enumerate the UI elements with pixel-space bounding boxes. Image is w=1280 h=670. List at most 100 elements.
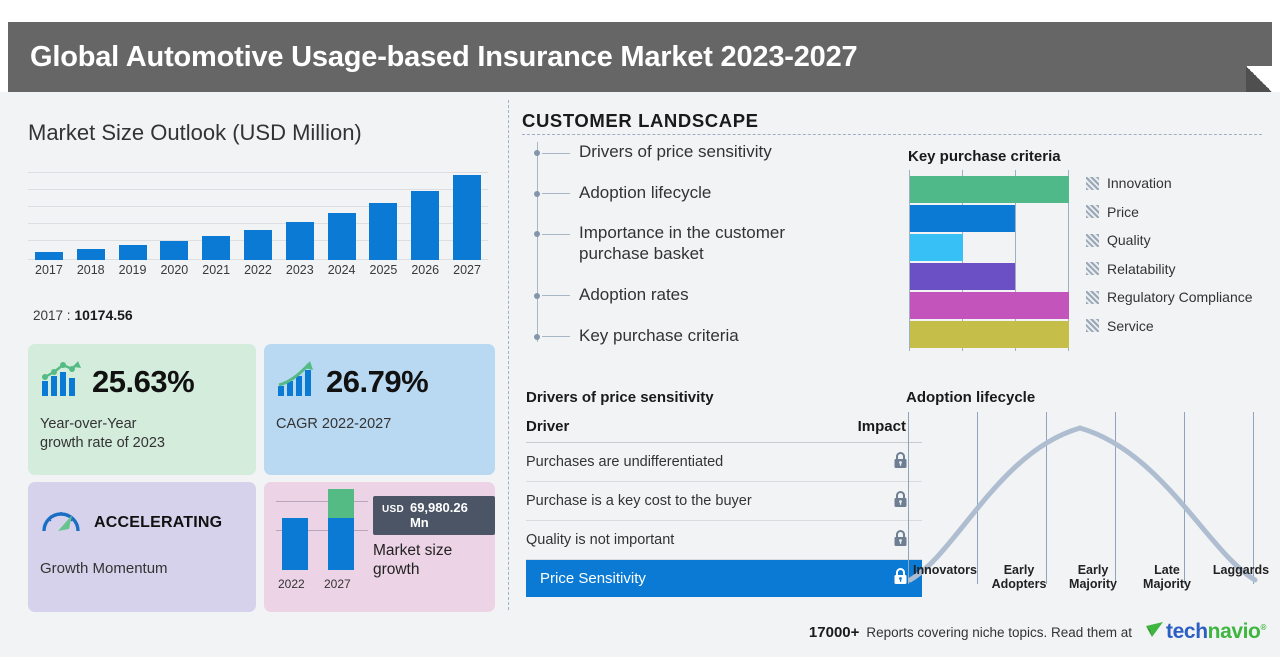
base-year-label: 2017 : xyxy=(33,308,71,323)
base-year-number: 10174.56 xyxy=(74,307,133,323)
bar-slot xyxy=(404,172,446,260)
stage-label: Innovators xyxy=(913,563,977,577)
bar-slot xyxy=(279,172,321,260)
key-purchase-criteria-legend: Innovation Price Quality Relatability Re… xyxy=(1086,175,1253,334)
stage-label: Late Majority xyxy=(1143,563,1191,592)
report-count: 17000+ xyxy=(808,623,860,641)
key-purchase-criteria-title: Key purchase criteria xyxy=(908,148,1061,165)
list-item[interactable]: Key purchase criteria xyxy=(534,326,887,347)
bar-slot xyxy=(112,172,154,260)
bar-slot xyxy=(446,172,488,260)
bullet-dot-icon xyxy=(534,333,540,340)
customer-landscape-list: Drivers of price sensitivity Adoption li… xyxy=(534,142,887,366)
legend-label: Price xyxy=(1107,203,1139,220)
market-size-title: Market Size Outlook (USD Million) xyxy=(28,120,362,145)
list-item[interactable]: Drivers of price sensitivity xyxy=(534,142,887,163)
msg-caption: Market size growth xyxy=(373,542,495,580)
x-tick: 2026 xyxy=(411,263,440,277)
hatch-swatch-icon xyxy=(1086,319,1099,332)
x-tick: 2017 xyxy=(35,263,63,277)
footer-bar: 17000+ Reports covering niche topics. Re… xyxy=(0,612,1280,657)
legend-label: Quality xyxy=(1107,232,1151,248)
bar-slot xyxy=(195,172,237,260)
bar-2024 xyxy=(327,213,356,260)
technavio-logo[interactable]: technavio® xyxy=(1145,620,1266,644)
x-tick: 2018 xyxy=(76,263,105,277)
x-tick: 2027 xyxy=(453,263,481,277)
hatch-swatch-icon xyxy=(1086,290,1099,304)
kpi-yoy-line2: growth rate of 2023 xyxy=(40,434,165,451)
column-header-impact: Impact xyxy=(857,418,906,435)
market-size-x-axis: 2017 2018 2019 2020 2021 2022 2023 2024 … xyxy=(28,263,488,277)
msg-bar-2022 xyxy=(282,518,308,570)
connector-line-icon xyxy=(542,152,570,154)
hatch-swatch-icon xyxy=(1086,262,1099,275)
kpc-bar-service xyxy=(910,321,1069,348)
adoption-lifecycle-chart xyxy=(908,412,1278,612)
bar-slot xyxy=(28,172,70,260)
cl-item-label: Adoption rates xyxy=(579,284,689,304)
kpi-momentum-caption: Growth Momentum xyxy=(40,560,168,577)
bar-slot xyxy=(363,172,405,260)
legend-label: Innovation xyxy=(1107,175,1172,191)
cl-item-label: Drivers of price sensitivity xyxy=(579,142,772,161)
x-tick: 2021 xyxy=(202,263,231,277)
list-item[interactable]: Importance in the customer purchase bask… xyxy=(534,223,887,264)
market-size-bar-chart xyxy=(28,172,488,260)
driver-label: Purchases are undifferentiated xyxy=(526,454,724,470)
legend-item: Price xyxy=(1086,204,1253,220)
kpi-cagr-value: 26.79% xyxy=(326,363,429,399)
kpi-momentum-label: ACCELERATING xyxy=(94,513,223,531)
legend-label: Relatability xyxy=(1107,260,1176,277)
kpc-bar-quality xyxy=(910,234,963,261)
x-tick: 2025 xyxy=(369,263,398,277)
table-row[interactable]: Quality is not important xyxy=(526,521,922,560)
list-item[interactable]: Adoption rates xyxy=(534,284,887,306)
bar-2025 xyxy=(369,203,398,260)
kpi-yoy-line1: Year-over-Year xyxy=(40,416,137,432)
bar-2027 xyxy=(453,175,482,260)
stage-label: Early Adopters xyxy=(991,563,1047,592)
legend-item: Regulatory Compliance xyxy=(1086,289,1253,305)
bar-2018 xyxy=(76,249,105,260)
table-row[interactable]: Purchases are undifferentiated xyxy=(526,443,922,482)
stage-label: Early Majority xyxy=(1069,563,1117,592)
kpi-card-yoy: 25.63% Year-over-Year growth rate of 202… xyxy=(28,344,256,475)
driver-label: Purchase is a key cost to the buyer xyxy=(526,493,752,509)
kpc-bar-relatability xyxy=(910,263,1015,290)
msg-x-2027: 2027 xyxy=(324,577,351,591)
list-item[interactable]: Adoption lifecycle xyxy=(534,183,887,204)
adoption-lifecycle-x-axis: Innovators Early Adopters Early Majority… xyxy=(908,563,1278,592)
vertical-divider xyxy=(508,100,509,615)
trademark-icon: ® xyxy=(1260,623,1267,632)
base-year-value: 2017 : 10174.56 xyxy=(33,307,133,323)
adoption-lifecycle-title: Adoption lifecycle xyxy=(906,389,1036,406)
column-header-driver: Driver xyxy=(526,418,570,435)
bullet-dot-icon xyxy=(534,292,540,299)
kpc-bar-price xyxy=(910,205,1015,232)
kpi-card-market-size-growth: 2022 2027 USD 69,980.26 Mn Market size g… xyxy=(264,482,495,612)
logo-tech: tech xyxy=(1166,620,1208,643)
kpi-yoy-value: 25.63% xyxy=(92,363,195,399)
lock-icon xyxy=(893,567,908,590)
table-header-row: Driver Impact xyxy=(526,418,922,443)
usd-currency-label: USD xyxy=(381,504,404,515)
bar-chart-trend-icon xyxy=(40,360,82,403)
msg-x-2022: 2022 xyxy=(278,577,305,591)
hatch-swatch-icon xyxy=(1086,176,1099,190)
usd-value-badge: USD 69,980.26 Mn xyxy=(372,496,495,535)
legend-item: Innovation xyxy=(1086,175,1253,191)
bar-slot xyxy=(70,172,112,260)
adoption-curve xyxy=(908,425,1258,583)
table-row-highlighted[interactable]: Price Sensitivity xyxy=(526,560,922,597)
bar-2023 xyxy=(285,222,314,260)
msg-caption-line1: Market size xyxy=(372,542,453,559)
table-row[interactable]: Purchase is a key cost to the buyer xyxy=(526,482,922,521)
bar-2021 xyxy=(202,236,231,260)
bar-2022 xyxy=(243,230,272,260)
connector-line-icon xyxy=(542,233,570,235)
drivers-table-title: Drivers of price sensitivity xyxy=(526,389,714,406)
legend-item: Quality xyxy=(1086,232,1253,248)
page-fold-corner xyxy=(1246,66,1272,92)
